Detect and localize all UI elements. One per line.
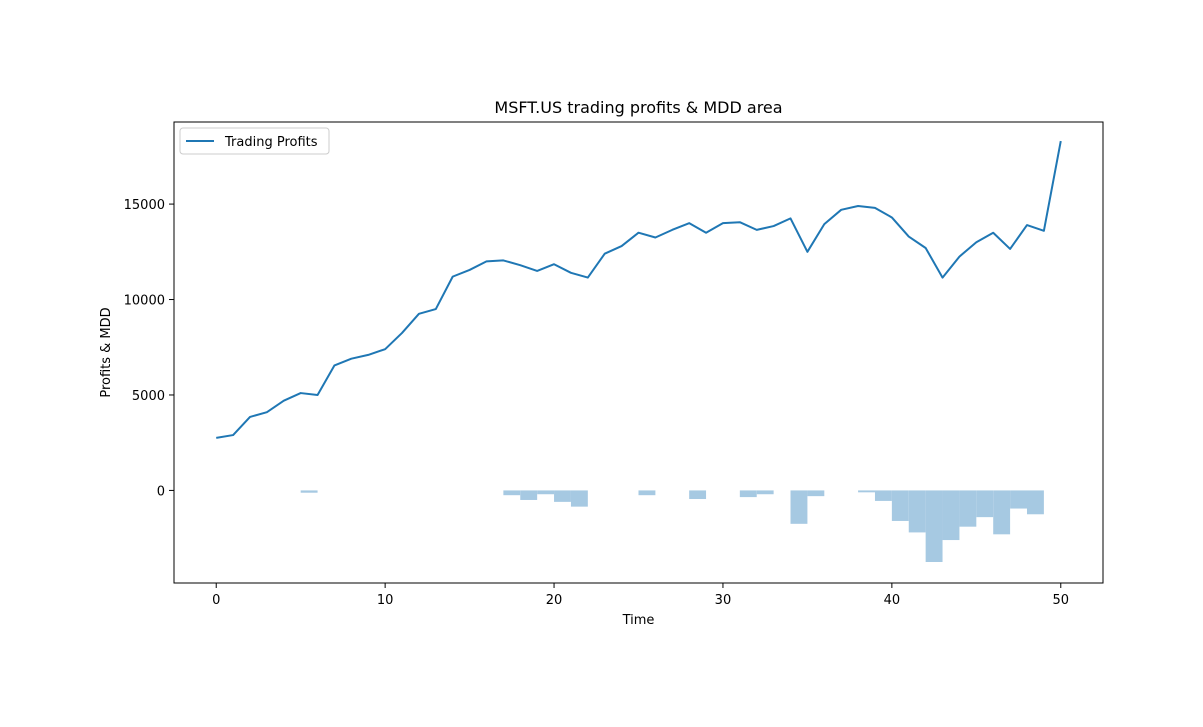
chart-title: MSFT.US trading profits & MDD area [494, 98, 782, 117]
profits-line-group [216, 140, 1062, 439]
mdd-bar [790, 490, 808, 524]
mdd-bar [959, 490, 977, 527]
x-tick-label: 10 [377, 593, 394, 608]
x-axis-label: Time [622, 613, 655, 628]
x-tick-label: 50 [1052, 593, 1069, 608]
mdd-bar [689, 490, 707, 500]
y-axis: 0 5000 10000 15000 [124, 198, 174, 499]
mdd-bar [807, 490, 825, 497]
mdd-bar [925, 490, 943, 563]
mdd-bar [891, 490, 909, 521]
x-tick-label: 30 [715, 593, 732, 608]
legend: Trading Profits [179, 127, 330, 155]
y-tick-label: 15000 [124, 198, 165, 213]
mdd-bar [300, 490, 318, 493]
y-tick-label: 5000 [132, 389, 165, 404]
mdd-bar [554, 490, 571, 502]
mdd-bar [503, 490, 521, 496]
x-tick-label: 0 [212, 593, 220, 608]
x-axis: 0 10 20 30 40 50 [212, 583, 1069, 608]
mdd-bar [942, 490, 960, 541]
mdd-bar [638, 490, 656, 496]
mdd-bar [858, 490, 875, 493]
plot-frame [173, 121, 1104, 584]
legend-box [179, 127, 330, 155]
x-tick-label: 40 [884, 593, 901, 608]
mdd-bar [1010, 490, 1027, 509]
legend-entry: Trading Profits [224, 135, 318, 150]
mdd-bar [908, 490, 926, 533]
mdd-bar [756, 490, 774, 495]
mdd-bar [993, 490, 1011, 535]
trading-profits-line [216, 140, 1062, 439]
y-tick-label: 10000 [124, 294, 165, 309]
mdd-bar [537, 490, 555, 495]
mdd-bar [874, 490, 892, 501]
x-tick-label: 20 [546, 593, 563, 608]
y-axis-label: Profits & MDD [99, 307, 114, 397]
mdd-bar [739, 490, 757, 498]
mdd-bar [976, 490, 994, 518]
mdd-bar [1026, 490, 1044, 515]
mdd-area [300, 490, 1044, 563]
mdd-bar [520, 490, 538, 500]
y-tick-label: 0 [157, 484, 165, 499]
mdd-bar [570, 490, 588, 507]
